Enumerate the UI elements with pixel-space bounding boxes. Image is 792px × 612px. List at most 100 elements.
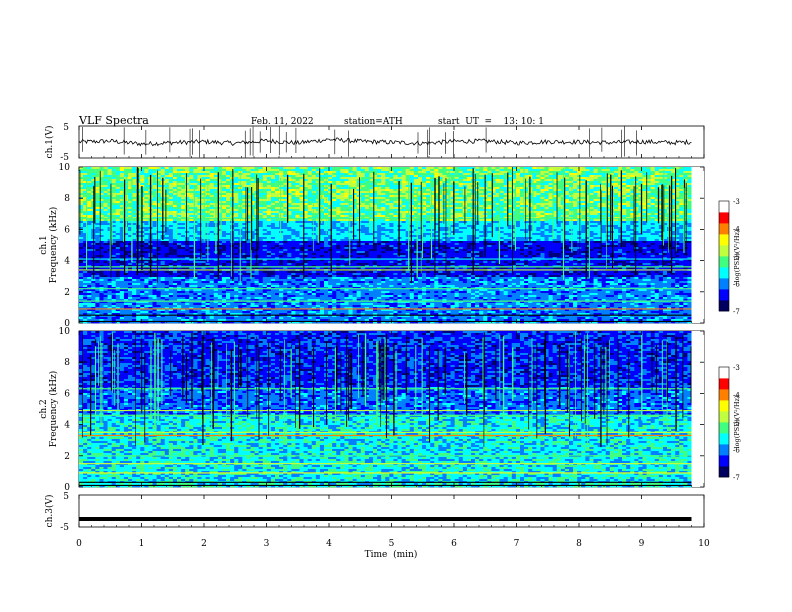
spec-cell: [181, 173, 185, 175]
spec-cell: [402, 183, 406, 185]
spec-cell: [87, 179, 91, 181]
spec-cell: [393, 171, 397, 173]
spec-cell: [169, 171, 173, 173]
spec-cell: [422, 171, 426, 173]
spec-cell: [210, 173, 214, 175]
spec-cell: [197, 183, 201, 185]
spec-cell: [210, 167, 214, 169]
spec-cell: [508, 171, 512, 173]
spec-cell: [104, 173, 108, 175]
spec-cell: [267, 169, 271, 171]
spec-cell: [283, 175, 287, 177]
spec-cell: [581, 185, 585, 187]
spec-cell: [377, 183, 381, 185]
spec-cell: [197, 187, 201, 189]
spec-cell: [553, 167, 557, 169]
spec-cell: [189, 167, 193, 169]
spec-cell: [132, 185, 136, 187]
spec-cell: [328, 179, 332, 181]
spec-cell: [634, 167, 638, 169]
spec-cell: [455, 183, 459, 185]
spec-cell: [242, 169, 246, 171]
spec-cell: [638, 185, 642, 187]
spec-cell: [242, 183, 246, 185]
spec-cell: [626, 179, 630, 181]
spec-cell: [291, 181, 295, 183]
spec-cell: [112, 179, 116, 181]
spec-cell: [226, 167, 230, 169]
spec-cell: [242, 171, 246, 173]
spec-cell: [202, 185, 206, 187]
spec-cell: [418, 175, 422, 177]
spec-cell: [524, 179, 528, 181]
spec-cell: [112, 177, 116, 179]
spec-cell: [406, 177, 410, 179]
spec-cell: [667, 167, 671, 169]
spec-cell: [222, 175, 226, 177]
spec-cell: [295, 177, 299, 179]
spec-cell: [426, 181, 430, 183]
spec-cell: [140, 183, 144, 185]
spec-cell: [393, 181, 397, 183]
spec-cell: [177, 177, 181, 179]
spec-cell: [402, 167, 406, 169]
spec-cell: [455, 173, 459, 175]
spec-cell: [598, 167, 602, 169]
spec-cell: [381, 179, 385, 181]
spec-cell: [594, 177, 598, 179]
spec-cell: [655, 181, 659, 183]
spec-cell: [655, 175, 659, 177]
spec-cell: [308, 167, 312, 169]
spec-cell: [553, 171, 557, 173]
spec-cell: [565, 181, 569, 183]
spec-cell: [128, 171, 132, 173]
spec-cell: [165, 185, 169, 187]
spec-cell: [214, 183, 218, 185]
spec-cell: [508, 181, 512, 183]
spec-cell: [251, 179, 255, 181]
spec-cell: [226, 185, 230, 187]
spec-cell: [447, 167, 451, 169]
spec-cell: [173, 167, 177, 169]
spec-cell: [181, 185, 185, 187]
spec-cell: [594, 173, 598, 175]
spec-cell: [410, 177, 414, 179]
spec-cell: [569, 167, 573, 169]
spec-cell: [540, 175, 544, 177]
spec-cell: [418, 185, 422, 187]
spec-cell: [320, 179, 324, 181]
spec-cell: [181, 187, 185, 189]
spec-cell: [487, 185, 491, 187]
spec-cell: [181, 175, 185, 177]
spec-cell: [557, 177, 561, 179]
spec-cell: [202, 183, 206, 185]
spec-cell: [426, 173, 430, 175]
spec-cell: [181, 167, 185, 169]
spec-cell: [185, 181, 189, 183]
spec-cell: [128, 167, 132, 169]
spec-cell: [638, 167, 642, 169]
spec-cell: [422, 177, 426, 179]
spec-cell: [496, 175, 500, 177]
spec-cell: [287, 169, 291, 171]
spec-cell: [197, 169, 201, 171]
spec-cell: [618, 167, 622, 169]
spec-cell: [295, 183, 299, 185]
spec-cell: [385, 169, 389, 171]
spec-cell: [459, 177, 463, 179]
spec-cell: [683, 171, 687, 173]
spec-cell: [463, 171, 467, 173]
spec-cell: [393, 177, 397, 179]
spec-cell: [336, 185, 340, 187]
spec-cell: [659, 181, 663, 183]
spec-cell: [369, 169, 373, 171]
spec-cell: [414, 171, 418, 173]
spec-cell: [83, 173, 87, 175]
spec-cell: [385, 183, 389, 185]
spec-cell: [393, 179, 397, 181]
spec-cell: [279, 171, 283, 173]
spec-cell: [120, 179, 124, 181]
spec-cell: [165, 181, 169, 183]
spec-cell: [565, 177, 569, 179]
spec-cell: [573, 169, 577, 171]
